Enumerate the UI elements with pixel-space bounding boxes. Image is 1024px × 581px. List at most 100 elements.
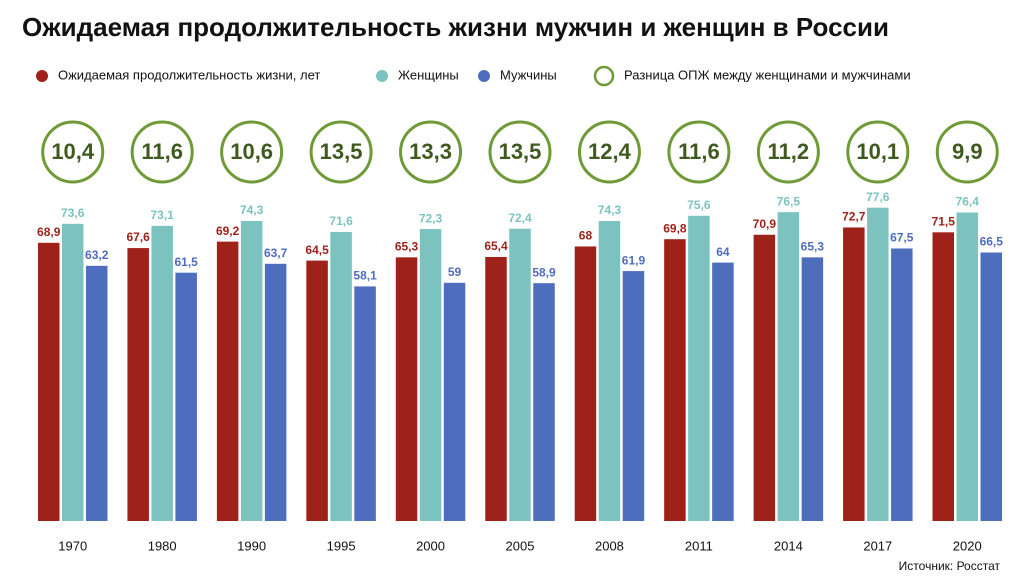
value-label: 58,9 <box>532 265 556 279</box>
legend-marker <box>36 70 48 82</box>
bar <box>622 271 645 521</box>
difference-label: 11,6 <box>141 139 183 164</box>
value-label: 63,7 <box>264 246 288 260</box>
value-label: 77,6 <box>866 190 890 204</box>
value-label: 72,4 <box>508 211 532 225</box>
bar <box>175 272 197 521</box>
difference-label: 10,4 <box>51 139 95 164</box>
bar <box>151 225 173 521</box>
legend-marker <box>376 70 388 82</box>
x-tick-label: 2011 <box>685 538 713 553</box>
difference-label: 11,2 <box>768 139 810 164</box>
difference-circle <box>41 120 105 184</box>
legend-label: Женщины <box>398 67 459 82</box>
value-label: 75,6 <box>687 198 711 212</box>
value-label: 58,1 <box>353 269 377 283</box>
value-label: 72,3 <box>419 211 443 225</box>
legend-label: Разница ОПЖ между женщинами и мужчинами <box>624 67 911 82</box>
legend-label: Ожидаемая продолжительность жизни, лет <box>58 67 320 82</box>
bar <box>443 282 466 521</box>
value-label: 64 <box>716 245 730 259</box>
difference-label: 10,6 <box>230 139 273 164</box>
value-label: 73,1 <box>151 208 175 222</box>
bar <box>533 283 555 521</box>
value-label: 74,3 <box>240 203 264 217</box>
bar <box>37 242 60 521</box>
value-label: 70,9 <box>753 217 777 231</box>
difference-label: 9,9 <box>952 139 983 164</box>
bar <box>485 256 507 521</box>
value-label: 59 <box>448 265 462 279</box>
difference-circle <box>756 120 820 184</box>
value-label: 63,2 <box>85 248 109 262</box>
value-label: 68,9 <box>37 225 61 239</box>
legend-marker <box>593 65 615 87</box>
bar <box>843 227 865 521</box>
bar <box>509 228 531 521</box>
difference-circle <box>399 120 463 184</box>
bar <box>712 262 734 521</box>
difference-label: 11,6 <box>678 139 720 164</box>
value-label: 64,5 <box>305 243 329 257</box>
bar <box>61 223 84 521</box>
value-label: 71,6 <box>329 214 353 228</box>
bar <box>264 263 287 521</box>
chart-title: Ожидаемая продолжительность жизни мужчин… <box>22 12 889 42</box>
bar <box>891 248 913 521</box>
bar <box>395 257 418 521</box>
difference-label: 10,1 <box>856 139 899 164</box>
bar <box>867 207 889 521</box>
value-label: 67,5 <box>890 231 914 245</box>
x-tick-label: 1995 <box>327 538 356 553</box>
difference-circle <box>309 120 373 184</box>
value-label: 76,4 <box>956 195 980 209</box>
legend-label: Мужчины <box>500 67 557 82</box>
difference-label: 13,3 <box>409 139 452 164</box>
bar <box>85 265 108 521</box>
x-tick-label: 2000 <box>416 538 445 553</box>
x-tick-label: 2014 <box>774 538 803 553</box>
bar <box>598 221 621 522</box>
x-tick-label: 2005 <box>506 538 535 553</box>
value-label: 74,3 <box>598 203 622 217</box>
x-tick-label: 1970 <box>58 538 87 553</box>
x-tick-label: 2017 <box>863 538 892 553</box>
source: Источник: Росстат <box>899 559 1001 573</box>
value-label: 68 <box>579 229 593 243</box>
bar <box>688 215 710 521</box>
bar <box>419 229 442 521</box>
bar <box>354 286 376 521</box>
difference-circle <box>846 120 910 184</box>
value-label: 66,5 <box>980 235 1004 249</box>
value-label: 72,7 <box>842 210 866 224</box>
bar <box>956 212 979 521</box>
bar <box>216 241 239 522</box>
value-label: 76,5 <box>777 194 801 208</box>
value-label: 71,5 <box>932 214 956 228</box>
value-label: 65,3 <box>395 240 419 254</box>
difference-circle <box>488 120 552 184</box>
difference-label: 13,5 <box>320 139 363 164</box>
legend-marker <box>478 70 490 82</box>
value-label: 67,6 <box>127 230 151 244</box>
difference-circle <box>667 120 731 184</box>
value-label: 65,3 <box>801 240 825 254</box>
value-label: 65,4 <box>484 239 508 253</box>
x-tick-label: 1980 <box>148 538 177 553</box>
value-label: 61,5 <box>175 255 199 269</box>
bar <box>980 252 1003 521</box>
bar <box>330 231 352 522</box>
value-label: 69,8 <box>663 221 687 235</box>
difference-circle <box>577 120 641 184</box>
bar <box>801 257 824 521</box>
bar <box>127 248 149 521</box>
difference-label: 13,5 <box>499 139 542 164</box>
difference-circle <box>220 120 284 184</box>
bar <box>664 239 686 521</box>
bar <box>777 212 800 521</box>
value-label: 69,2 <box>216 224 240 238</box>
bar <box>240 221 263 522</box>
difference-circle <box>935 120 999 184</box>
value-label: 73,6 <box>61 206 85 220</box>
